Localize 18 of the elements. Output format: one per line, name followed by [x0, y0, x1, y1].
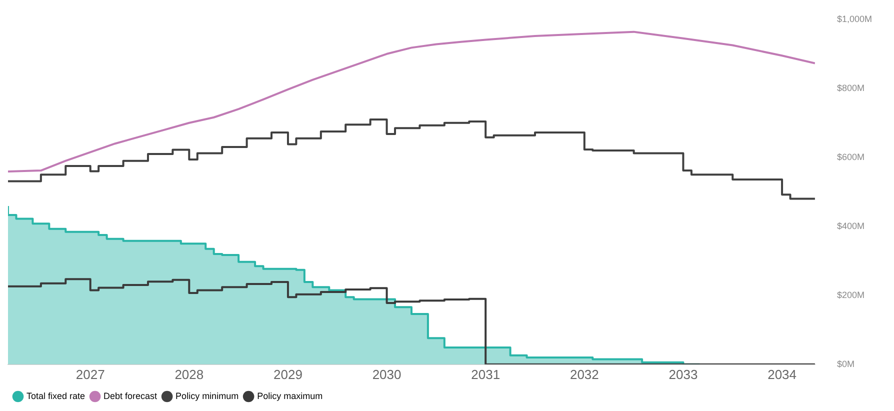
y-tick-label: $400M	[836, 220, 865, 231]
x-tick-label: 2034	[768, 366, 796, 382]
legend-label: Policy minimum	[176, 390, 239, 401]
legend-label: Total fixed rate	[26, 390, 86, 401]
legend-label: Policy maximum	[257, 390, 323, 401]
x-tick-label: 2031	[471, 366, 500, 382]
x-tick-label: 2030	[372, 366, 402, 382]
x-tick-label: 2032	[570, 366, 599, 382]
y-tick-label: $600M	[836, 152, 865, 162]
y-tick-label: $200M	[836, 290, 865, 300]
x-tick-label: 2027	[76, 366, 105, 382]
x-tick-label: 2029	[274, 366, 302, 382]
legend-label: Debt forecast	[104, 390, 158, 401]
y-tick-label: $0M	[836, 358, 854, 369]
x-tick-label: 2033	[668, 366, 698, 382]
y-tick-label: $800M	[836, 82, 865, 93]
x-tick-label: 2028	[174, 366, 204, 382]
y-tick-label: $1,000M	[836, 14, 872, 24]
